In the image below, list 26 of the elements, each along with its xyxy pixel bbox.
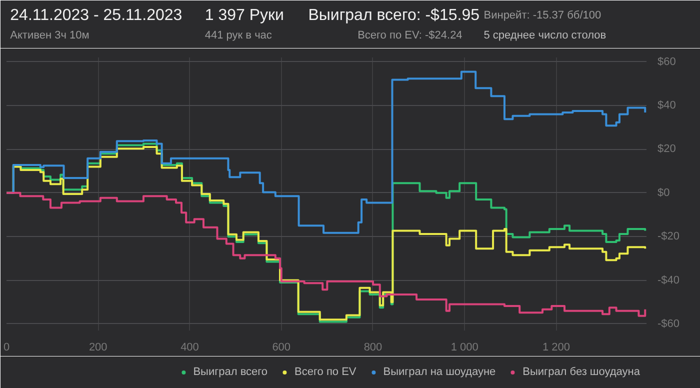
text: Выиграл всего: -$15.95 <box>308 7 480 24</box>
y-tick-label: $20 <box>658 143 676 156</box>
text: 5 среднее число столов <box>484 30 606 42</box>
legend-label: Выиграл без шоудауна <box>522 366 640 378</box>
x-tick-label: 200 <box>88 342 108 354</box>
x-tick-label: 800 <box>364 342 382 354</box>
chart-title: 24.11.2023 - 25.11.2023 <box>10 7 182 24</box>
x-tick-label: 1 200 <box>542 342 570 354</box>
legend-label: Всего по EV <box>294 366 356 378</box>
legend-label: Выиграл всего <box>193 366 268 378</box>
x-tick-label: 400 <box>180 342 199 354</box>
text: Винрейт: -15.37 бб/100 <box>484 10 602 22</box>
y-tick-label: $0 <box>658 186 670 199</box>
text: 441 рук в час <box>204 30 272 42</box>
y-tick-label: $40 <box>658 100 676 112</box>
text: Всего по EV: -$24.24 <box>358 30 462 42</box>
legend-label: Выиграл на шоудауне <box>383 366 496 378</box>
y-tick-label: $60 <box>658 56 676 68</box>
y-tick-label: -$20 <box>658 230 680 243</box>
x-tick-label: 0 <box>3 342 10 354</box>
y-tick-label: -$40 <box>658 274 680 286</box>
y-tick-label: -$60 <box>658 318 680 330</box>
x-tick-label: 600 <box>272 342 291 354</box>
x-tick-label: 1 000 <box>450 342 478 354</box>
text: 1 397 Руки <box>204 7 284 24</box>
chart-subtitle: Активен 3ч 10м <box>10 30 90 42</box>
